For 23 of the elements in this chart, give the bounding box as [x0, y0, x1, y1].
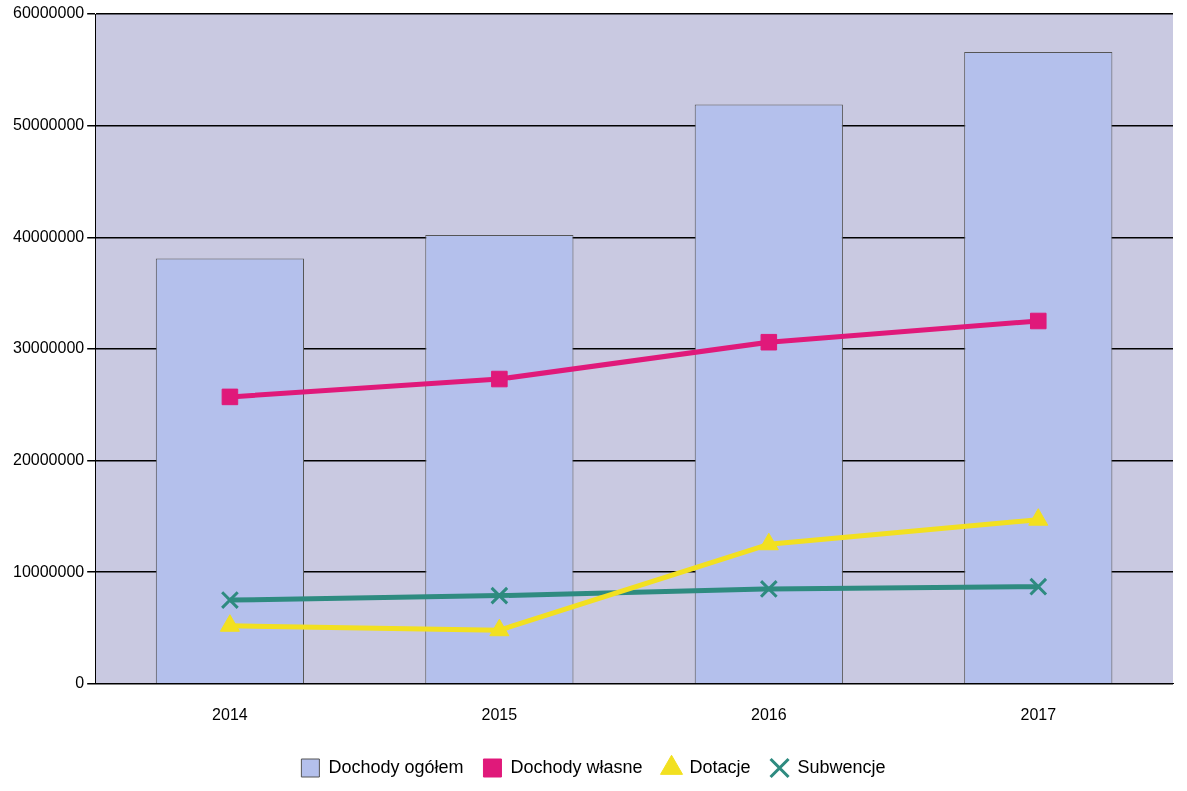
point [1029, 312, 1047, 330]
y-tick-label: 20000000 [13, 450, 85, 468]
point [220, 590, 240, 610]
point [491, 370, 508, 388]
y-tick-label: 10000000 [13, 562, 85, 580]
x-tick-label: 2016 [751, 705, 787, 723]
point [759, 579, 779, 599]
point [760, 333, 778, 351]
legend-label: Subwencje [797, 756, 886, 777]
y-tick-label: 40000000 [13, 227, 85, 245]
point [221, 388, 239, 406]
x-tick-label: 2014 [212, 705, 248, 723]
point [1028, 577, 1048, 596]
legend-label: Dotacje [689, 756, 751, 777]
y-tick-label: 0 [75, 674, 85, 692]
x-tick-label: 2015 [481, 705, 518, 723]
y-tick-label: 30000000 [13, 339, 85, 357]
x-tick-label: 2017 [1020, 705, 1057, 723]
legend-label: Dochody własne [510, 756, 643, 777]
point [490, 586, 509, 605]
y-tick-label: 60000000 [13, 4, 85, 22]
y-tick-label: 50000000 [13, 116, 85, 134]
legend-label: Dochody ogółem [328, 756, 464, 777]
